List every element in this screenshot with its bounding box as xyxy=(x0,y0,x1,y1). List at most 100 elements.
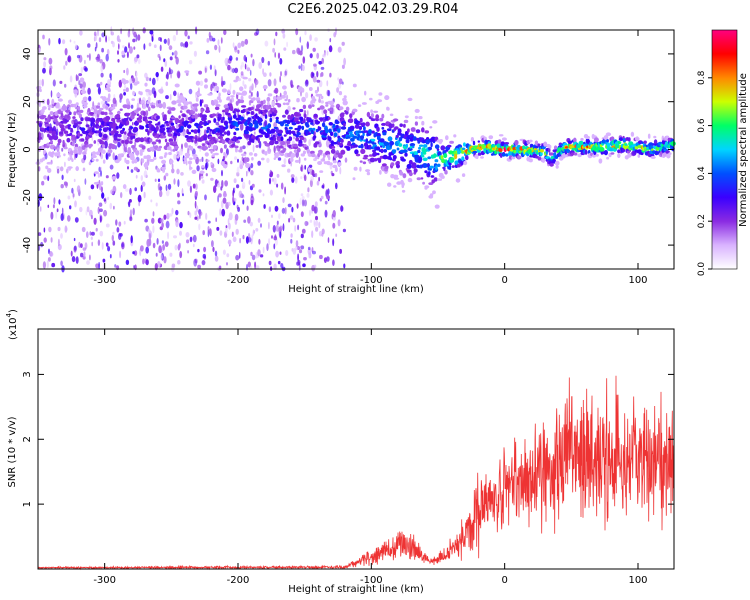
speckle-point-303 xyxy=(290,233,293,238)
ridge-point-246 xyxy=(102,144,106,149)
ridge-point-512 xyxy=(172,148,176,152)
ridge-point-350 xyxy=(128,140,133,144)
ridge-point-721 xyxy=(228,115,232,118)
speckle-point-408 xyxy=(298,65,301,70)
ridge-point-961 xyxy=(291,122,297,126)
ridge-point-1746 xyxy=(534,145,539,149)
speckle-point-103 xyxy=(205,158,208,163)
ridge-point-331 xyxy=(124,144,128,148)
ridge-point-959 xyxy=(290,130,296,134)
speckle-point-622 xyxy=(77,124,79,132)
ridge-point-1453 xyxy=(423,144,428,148)
ridge-point-994 xyxy=(301,87,305,93)
ridge-point-436 xyxy=(151,141,157,145)
ridge-point-386 xyxy=(138,115,143,119)
speckle-point-845 xyxy=(195,205,199,213)
speckle-point-1254 xyxy=(299,36,302,43)
ridge-point-1429 xyxy=(416,177,421,181)
ridge-point-362 xyxy=(132,133,136,136)
ridge-point-1057 xyxy=(318,98,321,103)
speckle-point-1099 xyxy=(125,188,129,192)
speckle-point-1146 xyxy=(282,32,286,39)
ridge-point-774 xyxy=(242,108,247,113)
ridge-point-1351 xyxy=(396,147,400,151)
ridge-point-140 xyxy=(73,111,77,116)
speckle-point-470 xyxy=(251,254,256,261)
speckle-point-916 xyxy=(219,230,223,236)
speckle-point-348 xyxy=(255,265,260,270)
ridge-point-368 xyxy=(133,158,138,164)
ridge-point-1566 xyxy=(463,142,466,147)
speckle-point-1272 xyxy=(192,243,195,248)
ridge-point-257 xyxy=(104,111,108,116)
speckle-point-889 xyxy=(125,259,130,265)
ridge-point-953 xyxy=(289,157,294,163)
speckle-point-141 xyxy=(74,200,77,208)
speckle-point-1105 xyxy=(269,72,272,77)
speckle-point-780 xyxy=(80,66,84,74)
ridge-point-413 xyxy=(145,89,151,93)
ridge-point-1286 xyxy=(378,92,383,96)
ridge-point-1534 xyxy=(449,140,454,144)
speckle-point-1319 xyxy=(38,166,41,172)
ridge-point-1268 xyxy=(373,110,379,114)
ridge-point-1050 xyxy=(316,180,320,186)
ridge-point-416 xyxy=(145,154,151,160)
speckle-point-809 xyxy=(205,173,208,177)
speckle-point-802 xyxy=(59,166,64,172)
speckle-point-796 xyxy=(320,195,324,200)
ridge-point-77 xyxy=(56,147,60,153)
speckle-point-471 xyxy=(332,259,335,267)
speckle-point-1167 xyxy=(102,258,106,263)
ridge-point-1732 xyxy=(528,139,533,143)
speckle-point-1059 xyxy=(157,261,161,268)
ridge-point-968 xyxy=(293,143,298,148)
ridge-point-859 xyxy=(264,132,270,139)
ridge-point-279 xyxy=(110,130,115,135)
ridge-point-1875 xyxy=(585,135,590,140)
speckle-point-639 xyxy=(170,72,172,79)
speckle-point-1094 xyxy=(95,42,98,49)
ridge-point-927 xyxy=(283,134,287,137)
speckle-point-179 xyxy=(226,262,228,266)
ridge-point-1656 xyxy=(498,147,503,153)
ridge-point-166 xyxy=(80,117,84,122)
speckle-point-1196 xyxy=(222,112,225,117)
ridge-point-558 xyxy=(184,135,189,138)
ridge-point-1230 xyxy=(363,154,369,158)
speckle-point-688 xyxy=(64,225,68,233)
snr-x-axis-label: Height of straight line (km) xyxy=(288,584,424,595)
ridge-point-264 xyxy=(106,84,111,88)
ridge-point-1346 xyxy=(394,126,399,130)
spectrogram-y-tick-label-0: -40 xyxy=(22,237,33,253)
speckle-point-948 xyxy=(238,190,243,198)
ridge-point-1027 xyxy=(310,120,314,123)
ridge-point-226 xyxy=(95,151,101,156)
speckle-point-343 xyxy=(172,34,177,42)
ridge-point-359 xyxy=(131,98,135,101)
speckle-point-71 xyxy=(186,239,190,244)
ridge-point-42 xyxy=(47,168,52,173)
ridge-point-1339 xyxy=(393,185,397,188)
colorbar-tick-label-2: 0.4 xyxy=(697,166,707,181)
speckle-point-324 xyxy=(326,50,329,56)
ridge-point-158 xyxy=(78,152,81,155)
ridge-point-1511 xyxy=(440,155,444,160)
ridge-point-1977 xyxy=(626,150,631,154)
ridge-point-153 xyxy=(77,106,81,111)
speckle-point-1290 xyxy=(298,249,303,254)
speckle-point-1370 xyxy=(169,93,172,101)
ridge-point-1795 xyxy=(553,145,558,151)
ridge-point-891 xyxy=(273,126,278,130)
speckle-point-268 xyxy=(163,175,167,181)
ridge-point-1002 xyxy=(303,157,307,161)
speckle-point-812 xyxy=(119,93,123,100)
ridge-point-1655 xyxy=(497,139,502,144)
ridge-point-1518 xyxy=(443,153,448,159)
ridge-point-523 xyxy=(174,118,180,124)
ridge-point-76 xyxy=(56,102,60,108)
ridge-point-1495 xyxy=(434,159,439,163)
speckle-point-501 xyxy=(231,68,235,74)
ridge-point-941 xyxy=(286,140,291,145)
speckle-point-1335 xyxy=(223,191,227,196)
